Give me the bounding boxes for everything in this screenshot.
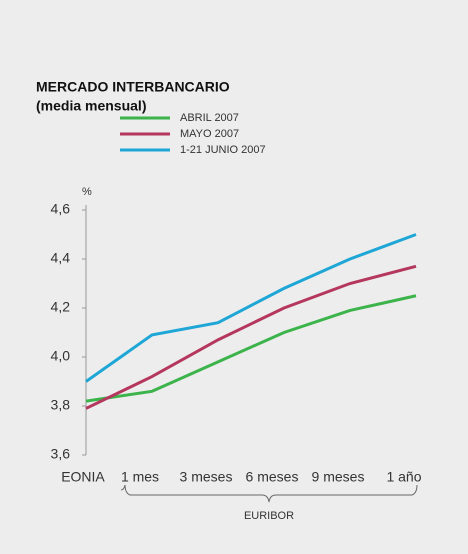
y-tick-label: 3,6 — [51, 446, 71, 462]
legend-label: ABRIL 2007 — [180, 112, 239, 124]
chart-subtitle: (media mensual) — [36, 98, 146, 114]
y-tick-label: 4,0 — [51, 348, 71, 364]
group-label: EURIBOR — [244, 510, 294, 522]
y-tick-label: 3,8 — [51, 397, 71, 413]
x-tick-label: 9 meses — [312, 469, 365, 485]
chart-title: MERCADO INTERBANCARIO — [36, 79, 230, 95]
x-tick-label: EONIA — [61, 469, 105, 485]
x-tick-label: 1 año — [386, 469, 421, 485]
legend-label: MAYO 2007 — [180, 128, 239, 140]
y-tick-label: 4,6 — [51, 201, 71, 217]
series-line — [85, 233, 417, 383]
x-tick-label: 3 meses — [180, 469, 233, 485]
y-axis-label: % — [82, 186, 92, 198]
x-tick-label: 1 mes — [121, 469, 159, 485]
series-line — [85, 294, 417, 403]
series-line — [85, 264, 417, 410]
y-tick-label: 4,2 — [51, 299, 71, 315]
legend-label: 1-21 JUNIO 2007 — [180, 144, 266, 156]
y-tick-label: 4,4 — [51, 250, 71, 266]
x-tick-label: 6 meses — [246, 469, 299, 485]
bracket — [120, 484, 418, 503]
